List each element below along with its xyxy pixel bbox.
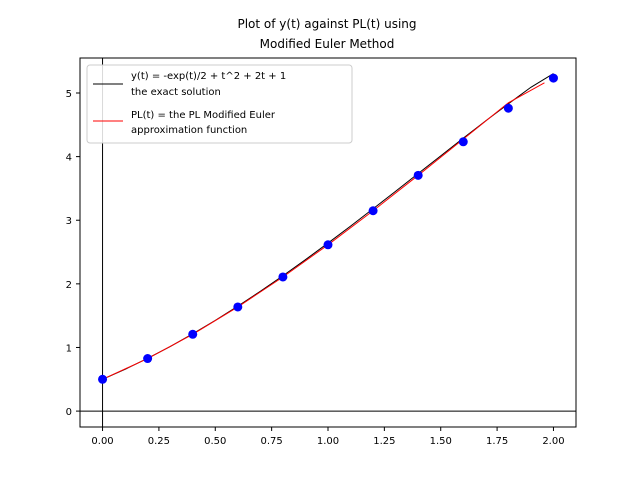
- legend-label-exact-line-2: the exact solution: [131, 87, 221, 98]
- data-point: [233, 302, 243, 312]
- legend-box: [86, 64, 353, 144]
- chart-title-line-2: Modified Euler Method: [260, 37, 395, 51]
- x-tick-label: 2.00: [542, 436, 564, 447]
- data-point: [143, 354, 153, 364]
- x-tick-label: 1.75: [486, 436, 508, 447]
- x-tick-label: 1.50: [430, 436, 452, 447]
- chart-title-line-1: Plot of y(t) against PL(t) using: [237, 17, 416, 31]
- x-tick-label: 1.25: [373, 436, 395, 447]
- x-tick-label: 0.25: [148, 436, 170, 447]
- data-point: [323, 240, 333, 250]
- data-point: [548, 73, 558, 83]
- y-tick-label: 0: [66, 407, 72, 418]
- x-tick-label: 1.00: [317, 436, 339, 447]
- y-tick-label: 4: [66, 153, 72, 164]
- data-point: [413, 170, 423, 180]
- legend-label-exact-line-1: y(t) = -exp(t)/2 + t^2 + 2t + 1: [131, 71, 286, 82]
- plot-area: [80, 58, 576, 427]
- x-tick-label: 0.00: [91, 436, 113, 447]
- y-tick-label: 1: [66, 343, 72, 354]
- x-tick-label: 0.75: [261, 436, 283, 447]
- data-point: [458, 137, 468, 147]
- legend: y(t) = -exp(t)/2 + t^2 + 2t + 1 the exac…: [86, 64, 353, 144]
- legend-label-approx-line-2: approximation function: [131, 125, 247, 136]
- y-tick-label: 5: [66, 89, 72, 100]
- y-tick-label: 2: [66, 280, 72, 291]
- data-point: [98, 374, 108, 384]
- x-tick-label: 0.50: [204, 436, 226, 447]
- legend-label-approx-line-1: PL(t) = the PL Modified Euler: [131, 110, 276, 121]
- y-tick-label: 3: [66, 216, 72, 227]
- data-point: [278, 272, 288, 282]
- data-point: [368, 206, 378, 216]
- data-point: [503, 103, 513, 113]
- data-point: [188, 329, 198, 339]
